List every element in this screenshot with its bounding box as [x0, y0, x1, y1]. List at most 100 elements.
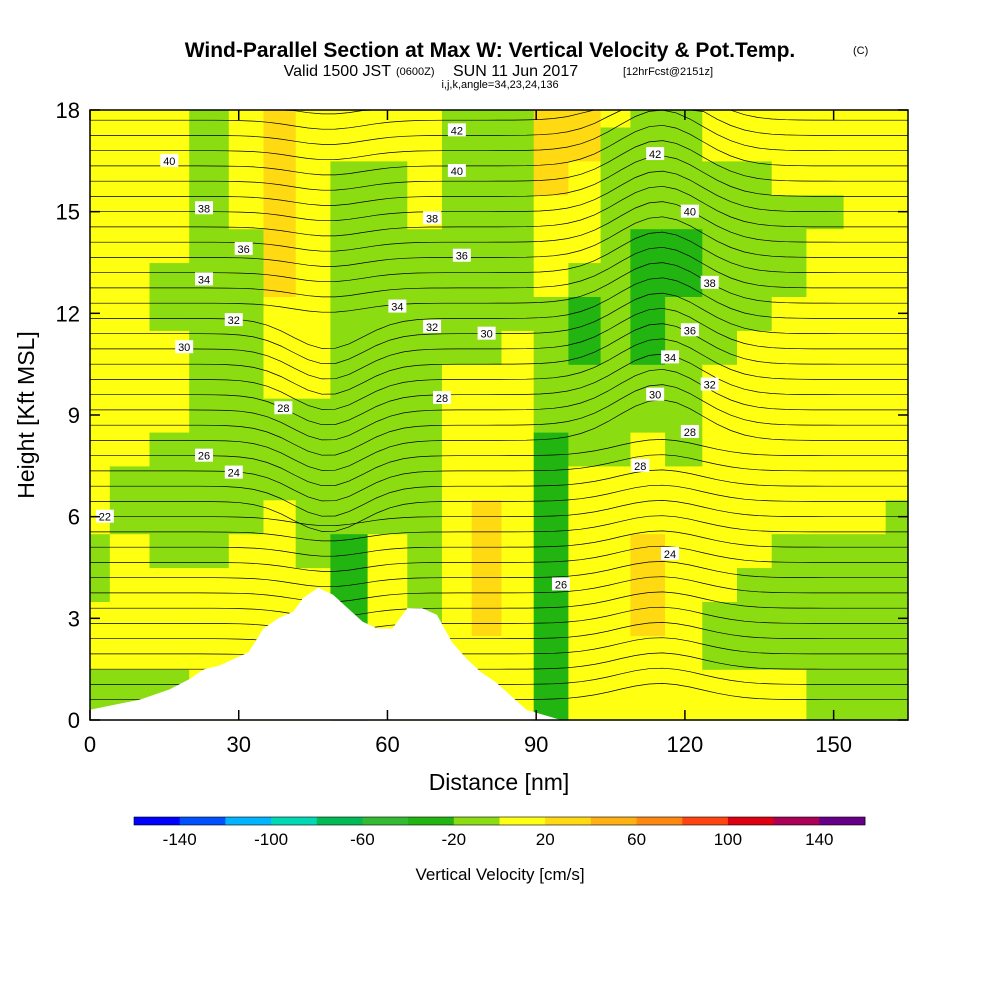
velocity-cell: [843, 601, 887, 636]
theta-contour-line: [90, 109, 908, 130]
contour-label: 24: [661, 546, 680, 561]
velocity-cell: [330, 160, 369, 196]
velocity-cell: [568, 431, 602, 467]
contour-label-text: 36: [456, 251, 468, 263]
velocity-cell: [407, 330, 443, 365]
velocity-cell: [471, 126, 502, 162]
plot-area: 4242404040383838363636343434323232303030…: [56, 98, 909, 757]
velocity-cell: [568, 228, 602, 264]
theta-contour-line: [90, 545, 908, 572]
theta-contour-line: [90, 109, 908, 145]
velocity-cell: [330, 296, 369, 331]
velocity-cell: [471, 110, 502, 128]
velocity-cell: [533, 364, 569, 399]
velocity-cell: [771, 110, 807, 128]
contour-label-text: 40: [163, 156, 175, 168]
colorbar-swatch: [134, 817, 181, 825]
velocity-cell: [407, 110, 443, 128]
velocity-cell: [295, 110, 331, 128]
velocity-cell: [501, 567, 535, 602]
velocity-cell: [665, 160, 703, 196]
velocity-cell: [665, 465, 703, 501]
velocity-cell: [568, 567, 602, 602]
velocity-cell: [600, 567, 631, 602]
contour-label: 30: [477, 326, 496, 341]
velocity-cell: [630, 330, 666, 365]
velocity-cell: [471, 635, 502, 670]
velocity-cell: [771, 465, 807, 501]
contour-label-text: 36: [684, 325, 696, 337]
velocity-cell: [885, 126, 909, 162]
contour-label-text: 24: [664, 549, 676, 561]
velocity-cell: [109, 364, 151, 399]
velocity-cell: [442, 262, 473, 297]
velocity-cell: [771, 330, 807, 365]
velocity-cell: [442, 296, 473, 331]
contour-label: 42: [447, 123, 466, 137]
contour-label-text: 26: [555, 579, 567, 591]
x-tick-label: 90: [524, 732, 548, 757]
contour-label-text: 32: [704, 380, 716, 392]
velocity-cell: [90, 262, 111, 297]
velocity-cell: [109, 330, 151, 365]
velocity-cell: [885, 635, 909, 670]
contour-label-text: 34: [664, 352, 676, 364]
velocity-cell: [771, 499, 807, 535]
velocity-cell: [367, 262, 408, 297]
velocity-cell: [806, 601, 845, 636]
velocity-cell: [630, 296, 666, 331]
contour-label-box: [646, 147, 665, 161]
velocity-cell: [263, 364, 297, 399]
colorbar-tick-label: 100: [714, 830, 742, 849]
velocity-cell: [702, 669, 738, 704]
velocity-cell: [630, 398, 666, 433]
velocity-cell: [501, 364, 535, 399]
velocity-cell: [189, 330, 230, 365]
contour-label: 40: [160, 153, 179, 168]
colorbar-tick-label: 140: [805, 830, 833, 849]
velocity-cell: [90, 601, 111, 636]
colorbar-swatch: [819, 817, 866, 825]
contour-label-box: [423, 319, 442, 333]
velocity-cell: [630, 703, 666, 721]
theta-contour-line: [90, 591, 908, 618]
velocity-cell: [533, 398, 569, 433]
velocity-cell: [665, 601, 703, 636]
velocity-cell: [367, 364, 408, 399]
theta-contour-line: [90, 338, 908, 410]
velocity-cell: [843, 669, 887, 704]
velocity-cell: [109, 635, 151, 670]
contour-label-box: [680, 323, 699, 337]
velocity-cell: [263, 499, 297, 535]
contour-label-text: 38: [198, 203, 210, 215]
velocity-cell: [600, 330, 631, 365]
velocity-cell: [90, 465, 111, 501]
colorbar-tick-label: 20: [536, 830, 555, 849]
contour-label-box: [423, 211, 442, 225]
colorbar-swatch: [271, 817, 318, 825]
velocity-cell: [885, 262, 909, 297]
velocity-cell: [737, 533, 773, 569]
theta-contour-line: [90, 246, 908, 298]
colorbar-swatch: [225, 817, 272, 825]
velocity-cell: [501, 160, 535, 196]
y-tick-label: 0: [68, 708, 80, 733]
velocity-cell: [702, 533, 738, 569]
contour-label-text: 40: [684, 207, 696, 219]
contour-label: 40: [447, 164, 466, 178]
contour-label: 36: [234, 241, 253, 256]
velocity-cell: [737, 364, 773, 399]
velocity-cell: [568, 160, 602, 196]
velocity-cell: [843, 262, 887, 297]
theta-contour-line: [90, 307, 908, 380]
velocity-cell: [330, 364, 369, 399]
y-tick-label: 6: [68, 505, 80, 530]
contour-label-text: 34: [198, 274, 210, 286]
velocity-cell: [90, 364, 111, 399]
terrain-mask: [90, 587, 908, 720]
velocity-cell: [568, 635, 602, 670]
contour-label-box: [477, 326, 496, 340]
contour-label-box: [224, 465, 243, 479]
velocity-cell: [600, 601, 631, 636]
